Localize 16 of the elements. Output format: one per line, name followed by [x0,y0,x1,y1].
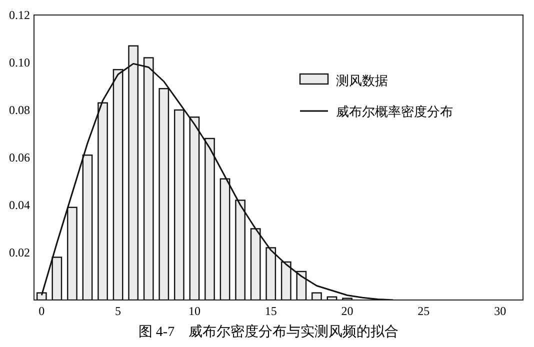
x-tick-label: 15 [264,304,277,318]
y-tick-label: 0.04 [9,198,30,212]
y-tick-label: 0.02 [9,246,30,260]
y-tick-label: 0.12 [9,8,30,22]
legend-label: 测风数据 [336,73,388,88]
x-tick-label: 10 [188,304,200,318]
y-tick-label: 0.08 [9,103,30,117]
y-tick-label: 0.10 [9,56,30,70]
x-tick-label: 5 [115,304,122,318]
caption: 图 4-7 威布尔密度分布与实测风频的拟合 [138,324,399,340]
x-tick-label: 25 [418,304,430,318]
legend-label: 威布尔概率密度分布 [336,104,453,119]
x-tick-label: 30 [494,304,506,318]
y-tick-label: 0.06 [9,150,30,164]
x-tick-label: 0 [38,304,45,318]
x-tick-label: 20 [341,304,354,318]
